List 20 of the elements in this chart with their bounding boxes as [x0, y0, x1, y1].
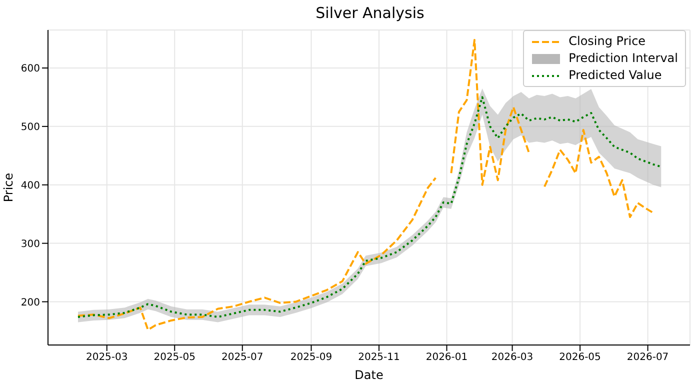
y-tick-label: 500 — [20, 122, 40, 133]
x-tick-label: 2025-05 — [154, 352, 196, 364]
x-tick-label: 2025-03 — [86, 352, 128, 364]
y-tick-label: 300 — [20, 238, 40, 250]
legend-label: Predicted Value — [568, 67, 662, 84]
x-tick-label: 2026-03 — [491, 352, 534, 364]
legend-label: Closing Price — [568, 33, 646, 50]
x-tick-label: 2025-07 — [221, 352, 264, 364]
x-axis-title: Date — [354, 368, 384, 382]
x-tick-label: 2026-05 — [559, 352, 601, 364]
y-axis-title: Price — [1, 172, 16, 202]
x-tick-label: 2026-07 — [626, 352, 669, 364]
annotation: Prediction Interval — [568, 50, 678, 67]
y-tick-label: 200 — [20, 297, 40, 308]
x-tick-label: 2025-09 — [290, 352, 332, 364]
y-tick-label: 400 — [20, 180, 40, 192]
x-tick-label: 2025-11 — [358, 352, 400, 364]
y-tick-label: 600 — [20, 64, 40, 75]
chart-title: Silver Analysis — [314, 4, 426, 22]
x-tick-label: 2026-01 — [426, 352, 468, 364]
